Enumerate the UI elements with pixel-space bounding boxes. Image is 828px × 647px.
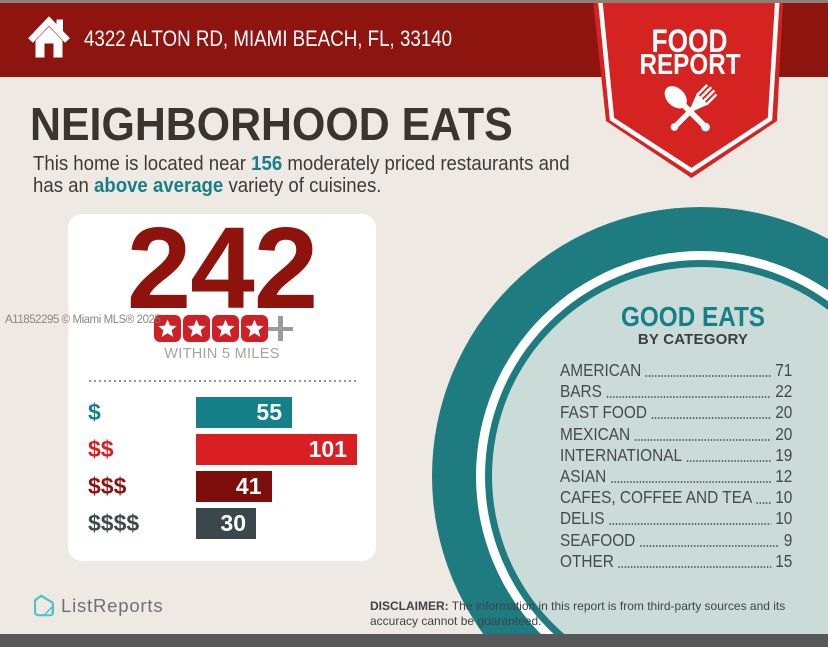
svg-text:FOOD: FOOD bbox=[652, 23, 728, 59]
svg-text:REPORT: REPORT bbox=[640, 49, 741, 81]
